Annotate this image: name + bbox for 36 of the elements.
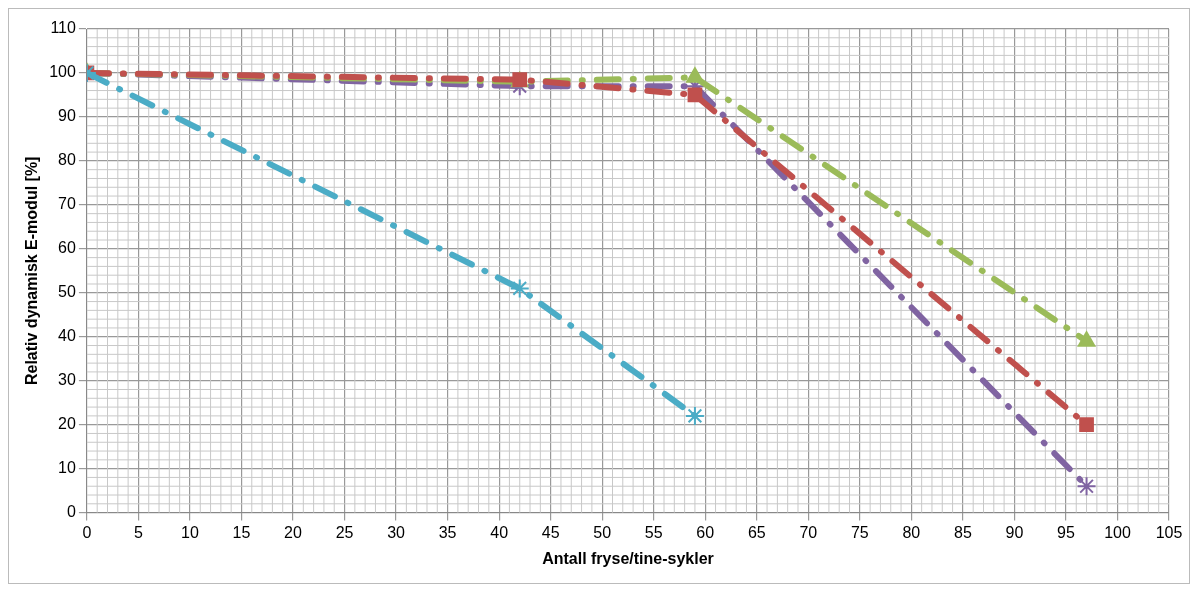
x-tick-label: 15: [232, 523, 251, 541]
x-tick-label: 80: [902, 523, 921, 541]
x-tick-label: 0: [82, 523, 92, 541]
x-tick-label: 95: [1057, 523, 1075, 541]
y-tick-label: 40: [58, 327, 76, 345]
y-tick-label: 30: [58, 371, 76, 389]
x-tick-label: 105: [1155, 523, 1183, 541]
y-tick-label: 10: [58, 459, 76, 477]
x-tick-label: 25: [335, 523, 354, 541]
x-tick-label: 45: [541, 523, 560, 541]
x-tick-label: 55: [644, 523, 663, 541]
y-tick-label: 110: [50, 19, 76, 37]
x-tick-label: 60: [696, 523, 715, 541]
x-tick-label: 30: [387, 523, 406, 541]
x-tick-label: 70: [799, 523, 818, 541]
x-tick-label: 5: [133, 523, 143, 541]
y-tick-label: 50: [58, 283, 76, 301]
x-axis-title: Antall fryse/tine-sykler: [542, 549, 714, 567]
y-axis-title: Relativ dynamisk E-modul [%]: [23, 156, 41, 386]
x-tick-label: 40: [490, 523, 509, 541]
x-tick-label: 75: [850, 523, 869, 541]
x-tick-label: 65: [747, 523, 766, 541]
y-tick-label: 20: [58, 415, 76, 433]
y-tick-label: 100: [49, 63, 76, 81]
x-tick-label: 90: [1005, 523, 1024, 541]
y-tick-label: 80: [58, 151, 76, 169]
y-tick-label: 0: [66, 503, 76, 521]
x-tick-label: 85: [953, 523, 972, 541]
x-tick-label: 20: [284, 523, 303, 541]
x-tick-label: 35: [438, 523, 457, 541]
y-tick-label: 90: [58, 107, 76, 125]
y-tick-label: 70: [58, 195, 76, 213]
x-tick-label: 100: [1104, 523, 1131, 541]
x-tick-label: 50: [593, 523, 612, 541]
y-tick-label: 60: [58, 239, 76, 257]
x-tick-label: 10: [181, 523, 199, 541]
